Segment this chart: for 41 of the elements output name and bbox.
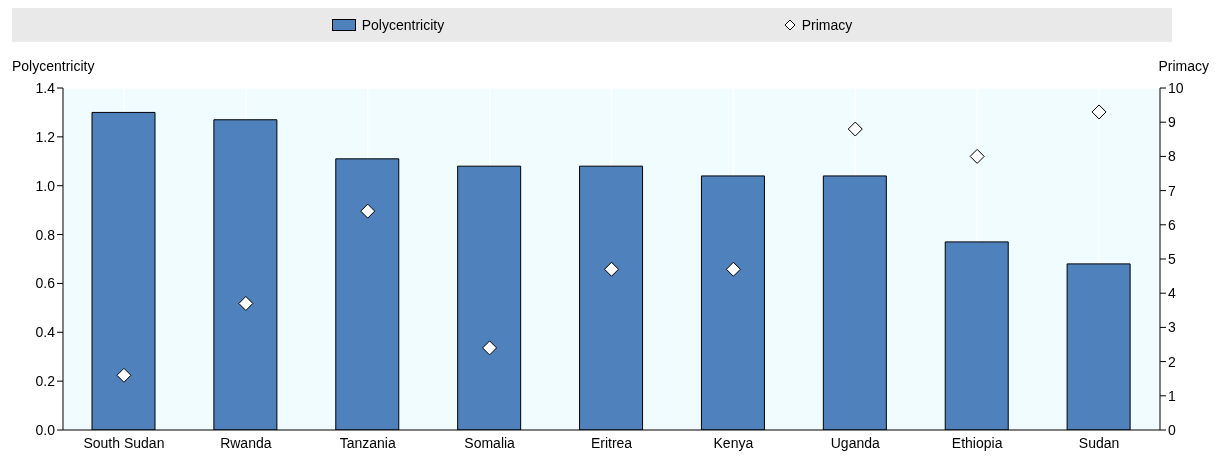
x-tick-label: Eritrea — [590, 434, 633, 451]
point — [969, 148, 985, 164]
y-tick-label: 1.2 — [35, 128, 56, 145]
y-tick-label: 0.6 — [35, 275, 56, 292]
y2-axis-title: Primacy — [1158, 58, 1209, 74]
point — [847, 121, 863, 137]
y2-tick-label: 5 — [1168, 250, 1176, 267]
y2-tick-label: 0 — [1168, 421, 1176, 438]
point — [116, 367, 132, 383]
legend-label: Polycentricity — [361, 17, 445, 33]
y2-tick-label: 2 — [1168, 353, 1176, 370]
y2-tick-label: 3 — [1168, 319, 1176, 336]
y2-tick-label: 4 — [1168, 285, 1176, 302]
y2-tick-label: 10 — [1168, 79, 1184, 96]
y2-tick-label: 1 — [1168, 387, 1176, 404]
x-tick-label: Somalia — [464, 434, 516, 451]
x-tick-label: Rwanda — [220, 434, 272, 451]
x-tick-label: Ethiopia — [951, 434, 1003, 451]
y-tick-label: 1.4 — [35, 79, 56, 96]
point — [238, 295, 254, 311]
legend-label: Primacy — [801, 17, 853, 33]
point — [604, 261, 619, 277]
x-tick-label: South Sudan — [83, 434, 165, 451]
y2-tick-label: 6 — [1168, 216, 1176, 233]
y-tick-label: 1.0 — [35, 177, 56, 194]
point — [725, 261, 741, 277]
y2-tick-label: 7 — [1168, 182, 1176, 199]
point — [1091, 104, 1107, 120]
x-tick-label: Sudan — [1078, 434, 1120, 451]
y-tick-label: 0.0 — [35, 421, 56, 438]
x-tick-label: Kenya — [713, 434, 754, 451]
point — [482, 340, 498, 356]
point — [360, 203, 376, 219]
y-tick-label: 0.2 — [35, 373, 56, 390]
y2-tick-label: 9 — [1168, 114, 1176, 131]
x-tick-label: Tanzania — [339, 434, 396, 451]
y-axis-title: Polycentricity — [12, 58, 95, 74]
x-tick-label: Uganda — [830, 434, 881, 451]
y-tick-label: 0.4 — [35, 324, 56, 341]
y2-tick-label: 8 — [1168, 148, 1176, 165]
y-tick-label: 0.8 — [35, 226, 56, 243]
